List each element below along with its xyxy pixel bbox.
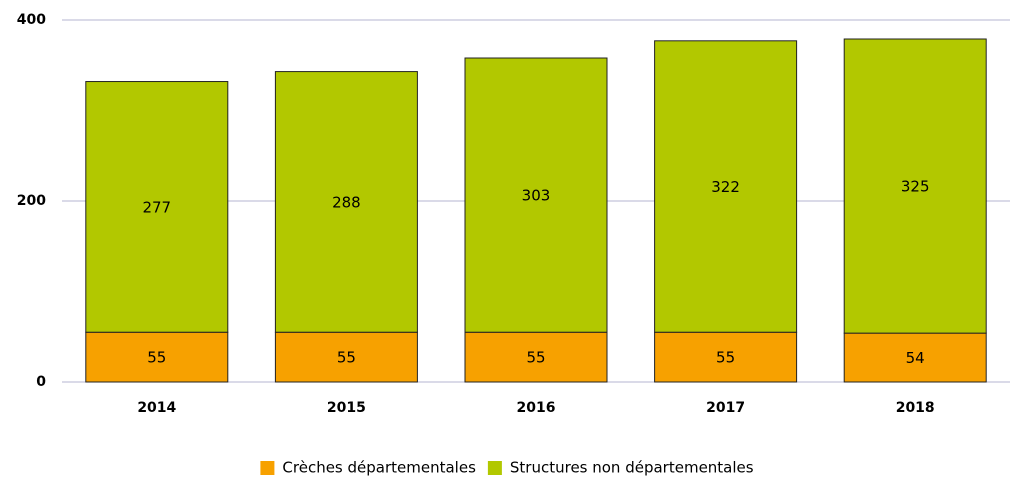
x-tick-label: 2018 [896,400,935,416]
legend-label: Crèches départementales [282,459,476,477]
bar-segment [464,57,608,333]
x-tick-label: 2014 [137,400,176,416]
bar-segment [654,331,798,383]
bar-segment [843,332,987,383]
bar-segment [85,81,229,333]
data-label: 325 [901,178,930,196]
x-tick-label: 2016 [517,400,556,416]
data-label: 54 [906,349,925,367]
legend-swatch [487,461,502,475]
y-tick-label: 0 [36,374,46,390]
data-label: 322 [711,178,740,196]
data-label: 288 [332,193,361,211]
bar-segment [654,40,798,333]
data-label: 55 [147,349,166,367]
data-label: 55 [337,349,356,367]
x-tick-label: 2015 [327,400,366,416]
data-label: 55 [716,349,735,367]
legend-swatch [260,461,275,475]
bar-segment [274,331,418,383]
data-label: 303 [522,187,551,205]
legend-label: Structures non départementales [510,459,754,477]
data-label: 277 [142,198,171,216]
bar-segment [464,331,608,383]
bar-segment [274,71,418,333]
bar-segment [843,38,987,334]
y-tick-label: 400 [17,12,46,28]
bar-segment [85,331,229,383]
y-tick-label: 200 [17,193,46,209]
x-tick-label: 2017 [706,400,745,416]
data-label: 55 [526,349,545,367]
